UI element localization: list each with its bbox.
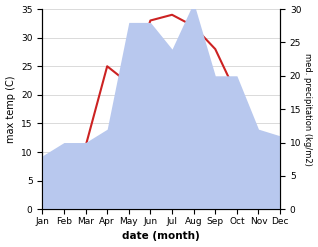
Y-axis label: max temp (C): max temp (C)	[5, 75, 16, 143]
Y-axis label: med. precipitation (kg/m2): med. precipitation (kg/m2)	[303, 53, 313, 165]
X-axis label: date (month): date (month)	[122, 231, 200, 242]
